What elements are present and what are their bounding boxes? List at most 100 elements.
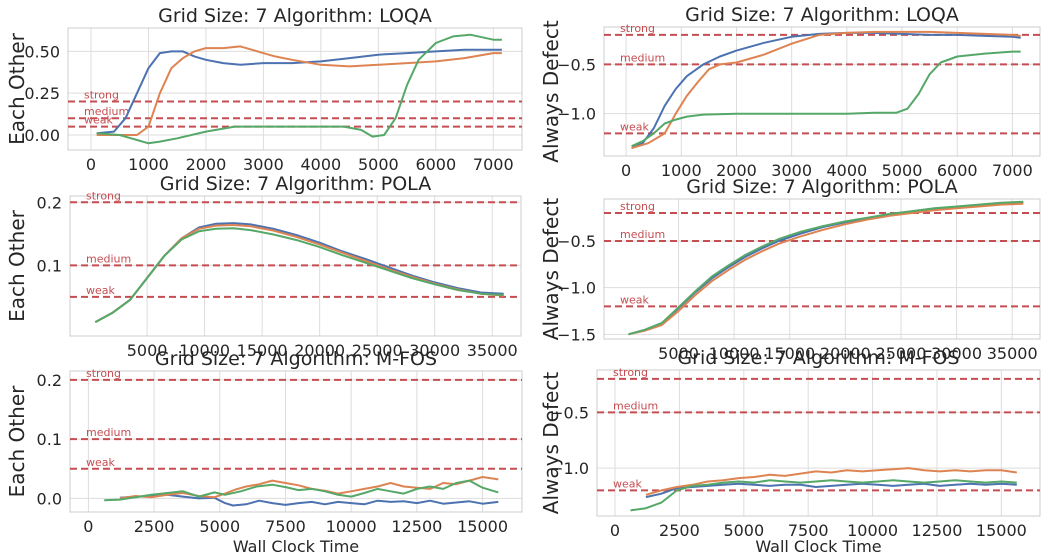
x-tick-label: 35000 xyxy=(987,344,1038,363)
x-tick-label: 2500 xyxy=(659,521,700,540)
x-tick-label: 1000 xyxy=(128,155,169,174)
axes-frame xyxy=(596,369,1041,517)
x-tick-label: 5000 xyxy=(358,155,399,174)
x-tick-label: 0 xyxy=(86,155,96,174)
y-tick-label: −0.5 xyxy=(557,55,596,74)
series-line-3 xyxy=(628,200,1024,336)
x-tick-label: 15000 xyxy=(976,521,1027,540)
x-tick-label: 7500 xyxy=(265,517,306,536)
series-line-3 xyxy=(630,479,1017,512)
y-tick-label: −0.5 xyxy=(557,232,596,251)
x-tick-label: 2000 xyxy=(716,161,757,180)
series-line-1 xyxy=(631,31,1021,150)
x-tick-label: 15000 xyxy=(764,344,815,363)
x-tick-label: 2500 xyxy=(134,517,175,536)
y-axis-label: Each Other xyxy=(5,32,29,144)
subplot-title: Grid Size: 7 Algorithm: POLA xyxy=(686,176,957,198)
axes-frame xyxy=(603,26,1041,157)
x-tick-label: 7500 xyxy=(788,521,829,540)
axes-frame xyxy=(603,198,1041,340)
x-tick-label: 6000 xyxy=(937,161,978,180)
y-axis-label: Always Defect xyxy=(539,198,563,341)
threshold-label-strong: strong xyxy=(86,189,121,202)
x-tick-label: 7000 xyxy=(473,155,514,174)
x-tick-label: 4000 xyxy=(826,161,867,180)
x-tick-label: 10000 xyxy=(179,341,230,360)
series-line-2 xyxy=(628,202,1024,336)
axes-frame xyxy=(69,370,523,513)
x-tick-label: 30000 xyxy=(931,344,982,363)
x-tick-label: 15000 xyxy=(237,341,288,360)
y-axis-label: Each Other xyxy=(5,385,29,497)
x-tick-label: 5000 xyxy=(723,521,764,540)
subplot-title: Grid Size: 7 Algorithm: POLA xyxy=(160,173,431,195)
subplot-title: Grid Size: 7 Algorithm: M-FOS xyxy=(677,347,959,369)
x-tick-label: 3000 xyxy=(243,155,284,174)
x-tick-label: 25000 xyxy=(876,344,927,363)
x-tick-label: 4000 xyxy=(301,155,342,174)
x-tick-label: 25000 xyxy=(352,341,403,360)
subplot-title: Grid Size: 7 Algorithm: M-FOS xyxy=(155,348,437,370)
x-axis-label: Wall Clock Time xyxy=(233,537,359,554)
threshold-label-medium: medium xyxy=(620,228,665,241)
series-line-1 xyxy=(96,48,502,135)
threshold-label-strong: strong xyxy=(86,367,121,380)
y-tick-label: 0.2 xyxy=(37,193,62,212)
x-axis-label: Wall Clock Time xyxy=(755,537,881,554)
subplot-3: strong medium weak 5000 10000 15000 20000 25000… xyxy=(5,173,522,360)
threshold-label-medium: medium xyxy=(84,105,129,118)
x-tick-label: 15000 xyxy=(457,517,508,536)
y-tick-label: 0.25 xyxy=(24,84,60,103)
y-tick-label: −1.0 xyxy=(557,279,596,298)
threshold-label-strong: strong xyxy=(84,89,119,102)
y-tick-label: 0.00 xyxy=(24,126,60,145)
series-line-3 xyxy=(96,33,502,145)
series-line-1 xyxy=(119,493,499,507)
x-tick-label: 0 xyxy=(83,517,93,536)
threshold-label-weak: weak xyxy=(620,120,650,133)
series-line-3 xyxy=(104,479,499,502)
series-line-2 xyxy=(94,224,504,323)
x-tick-label: 5000 xyxy=(658,344,699,363)
series-line-2 xyxy=(631,30,1021,150)
threshold-label-medium: medium xyxy=(86,252,131,265)
threshold-label-weak: weak xyxy=(86,456,116,469)
threshold-label-weak: weak xyxy=(84,114,114,127)
threshold-label-weak: weak xyxy=(620,293,650,306)
x-tick-label: 12500 xyxy=(912,521,963,540)
y-axis-label: Always Defect xyxy=(539,20,563,163)
threshold-label-strong: strong xyxy=(620,200,655,213)
series-line-2 xyxy=(96,45,502,136)
series-line-3 xyxy=(631,50,1021,148)
y-tick-label: −1.0 xyxy=(557,105,596,124)
x-tick-label: 7000 xyxy=(992,161,1033,180)
x-tick-label: 1000 xyxy=(661,161,702,180)
threshold-label-weak: weak xyxy=(613,477,643,490)
axes-frame xyxy=(67,27,523,151)
subplot-5: strong medium weak 0 2500 5000 7500 10000 12500 1… xyxy=(5,348,523,554)
series-line-1 xyxy=(645,482,1017,499)
x-tick-label: 10000 xyxy=(709,344,760,363)
x-tick-label: 20000 xyxy=(820,344,871,363)
x-tick-label: 10000 xyxy=(326,517,377,536)
subplot-title: Grid Size: 7 Algorithm: LOQA xyxy=(685,4,959,26)
x-tick-label: 5000 xyxy=(882,161,923,180)
x-tick-label: 2000 xyxy=(186,155,227,174)
x-tick-label: 35000 xyxy=(467,341,518,360)
series-line-2 xyxy=(645,467,1017,496)
subplot-title: Grid Size: 7 Algorithm: LOQA xyxy=(158,5,432,27)
y-tick-label: −0.5 xyxy=(550,403,589,422)
x-tick-label: 30000 xyxy=(409,341,460,360)
series-line-3 xyxy=(94,227,504,323)
x-tick-label: 20000 xyxy=(294,341,345,360)
y-tick-label: 0.2 xyxy=(37,371,62,390)
threshold-label-strong: strong xyxy=(613,366,648,379)
y-tick-label: 0.1 xyxy=(37,430,62,449)
y-axis-label: Always Defect xyxy=(539,372,563,515)
threshold-label-weak: weak xyxy=(86,284,116,297)
x-tick-label: 6000 xyxy=(415,155,456,174)
x-tick-label: 0 xyxy=(621,161,631,180)
threshold-label-medium: medium xyxy=(620,51,665,64)
